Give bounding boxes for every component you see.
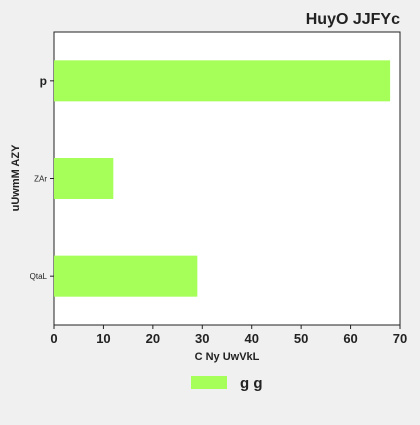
x-tick-label: 60: [343, 331, 357, 346]
bars: [54, 60, 391, 297]
legend-swatch: [191, 376, 227, 389]
x-axis-label: C Ny UwVkL: [195, 351, 260, 363]
bar-qtal: [54, 255, 198, 297]
x-tick-label: 20: [146, 331, 160, 346]
bar-p: [54, 60, 391, 102]
x-tick-label: 30: [195, 331, 209, 346]
x-tick-label: 0: [50, 331, 57, 346]
x-ticks: 0 10 20 30 40 50 60 70: [50, 325, 407, 346]
y-ticks: p ZAr QtaL: [30, 74, 54, 281]
legend-label: g g: [240, 375, 263, 392]
bar-zar: [54, 157, 114, 200]
x-tick-label: 70: [393, 331, 407, 346]
y-tick-label: QtaL: [30, 272, 48, 281]
x-tick-label: 50: [294, 331, 308, 346]
legend: g g: [191, 375, 263, 392]
y-axis-label: uUwmM AZY: [10, 144, 22, 211]
y-tick-label: p: [40, 74, 47, 88]
y-tick-label: ZAr: [34, 175, 47, 184]
x-tick-label: 10: [96, 331, 110, 346]
x-tick-label: 40: [244, 331, 258, 346]
chart-title: HuyO JJFYc: [306, 11, 400, 28]
